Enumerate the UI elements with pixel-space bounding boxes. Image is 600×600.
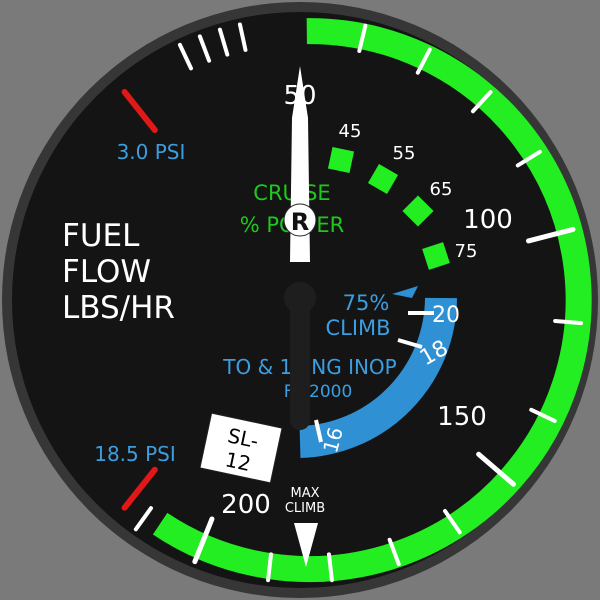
climb-tick-18 — [397, 338, 423, 349]
placard-line-2: 12 — [223, 447, 253, 476]
psi-high-label: 3.0 PSI — [117, 140, 186, 164]
cruise-label-65: 65 — [430, 179, 453, 200]
redline-low — [121, 466, 158, 511]
max-climb-line-1: MAX — [290, 486, 319, 501]
scale-label-100: 100 — [463, 205, 513, 235]
scale-tick — [326, 552, 334, 583]
scale-tick — [217, 27, 230, 57]
cruise-marker-55 — [367, 163, 399, 195]
cruise-marker-75 — [422, 242, 450, 270]
green-operating-arc — [152, 18, 592, 583]
max-climb-pointer — [294, 523, 318, 567]
scale-label-150: 150 — [437, 402, 487, 432]
scale-tick — [357, 23, 368, 53]
scale-tick — [387, 537, 401, 567]
scale-tick — [553, 318, 584, 326]
climb-tick-16 — [314, 419, 323, 443]
scale-tick — [197, 34, 212, 63]
scale-tick — [525, 226, 576, 244]
climb-mark-20: 20 — [432, 303, 460, 328]
max-climb-line-2: CLIMB — [285, 501, 325, 516]
needle: R — [283, 66, 317, 430]
scale-tick — [266, 552, 274, 583]
needle-hub — [284, 282, 316, 314]
placard-background — [199, 412, 283, 484]
cruise-label-45: 45 — [339, 121, 362, 142]
scale-tick — [443, 508, 462, 535]
climb-arc — [299, 297, 457, 458]
scale-tick — [177, 42, 194, 71]
title-line-2: FLOW — [62, 254, 151, 290]
title-line-3: LBS/HR — [62, 290, 175, 326]
climb-title: 75% — [343, 291, 390, 315]
cruise-marker-45 — [327, 146, 355, 174]
altitude-placard: SL- 12 — [199, 412, 283, 484]
scale-tick — [415, 47, 432, 75]
cruise-label-55: 55 — [393, 143, 416, 164]
scale-label-200: 200 — [221, 490, 271, 520]
needle-badge-letter: R — [291, 208, 309, 236]
climb-arrow — [392, 286, 418, 298]
scale-tick — [470, 90, 493, 114]
needle-badge — [283, 203, 317, 237]
scale-tick — [529, 407, 557, 423]
scale-tick — [476, 451, 516, 487]
psi-low-label: 18.5 PSI — [94, 442, 176, 466]
scale-ticks — [133, 22, 584, 583]
scale-tick — [237, 22, 248, 52]
scale-tick — [515, 149, 542, 168]
scale-tick — [192, 516, 215, 565]
redline-high — [121, 89, 158, 133]
climb-subtitle: CLIMB — [325, 316, 390, 340]
cruise-marker-65 — [402, 195, 434, 227]
cruise-label-75: 75 — [455, 241, 478, 262]
needle-tail — [290, 290, 310, 430]
scale-tick — [133, 506, 153, 532]
title-line-1: FUEL — [62, 218, 140, 254]
